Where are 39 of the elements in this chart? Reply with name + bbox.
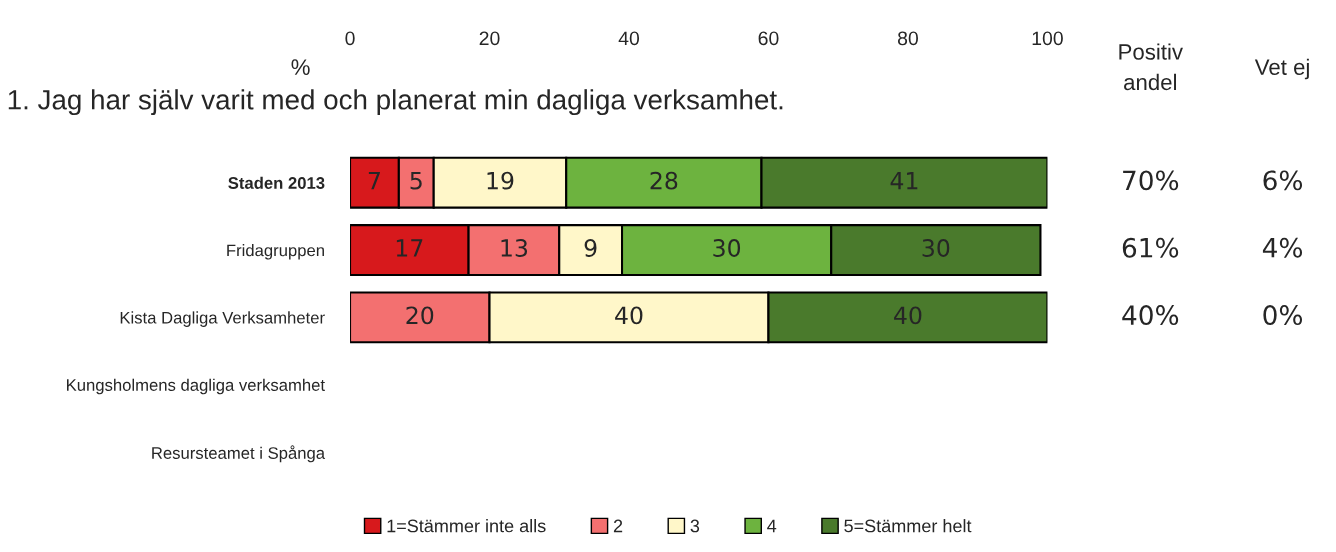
legend-label: 3 [690, 519, 700, 533]
x-tick-label: 100 [1032, 31, 1063, 46]
x-tick-label: 0 [345, 31, 355, 46]
chart-title: 1. Jag har själv varit med och planerat min dagliga verksamhet. [8, 89, 783, 116]
y-tick-label: Kista Dagliga Verksamheter [120, 311, 325, 327]
text: Vet ej [1254, 58, 1309, 80]
legend-label: 5=Stämmer helt [844, 519, 972, 533]
data-label: 20 [406, 306, 434, 325]
legend-label: 1=Stämmer inte alls [387, 519, 546, 533]
y-tick-label: Kungsholmens dagliga verksamhet [67, 378, 325, 395]
y-tick-label: Staden 2013 [228, 176, 325, 189]
x-tick-label: 60 [758, 31, 779, 46]
data-label: 30 [922, 239, 950, 257]
text: 6% [1263, 170, 1303, 191]
data-label: 5 [410, 172, 422, 190]
x-tick-label: 40 [618, 31, 640, 46]
data-label: 17 [396, 239, 423, 257]
data-label: 30 [713, 239, 741, 257]
x-tick-label: 80 [897, 31, 918, 46]
x-axis-title: % [291, 59, 310, 75]
data-label: 28 [650, 171, 678, 190]
text: Positiv andel [1119, 43, 1183, 91]
data-label: 9 [584, 239, 597, 257]
data-label: 7 [368, 172, 380, 190]
legend-label: 2 [613, 519, 623, 533]
x-tick-label: 20 [479, 31, 500, 46]
data-label: 19 [487, 171, 514, 190]
text: 4% [1262, 237, 1303, 258]
text: 70% [1123, 170, 1179, 191]
data-label: 40 [894, 306, 922, 325]
text: 61% [1122, 237, 1179, 258]
text: 0% [1263, 305, 1303, 326]
data-label: 13 [501, 239, 528, 257]
data-label: 41 [890, 172, 918, 190]
y-tick-label: Resursteamet i Spånga [152, 445, 326, 463]
data-label: 40 [615, 306, 643, 325]
y-tick-label: Fridagruppen [227, 244, 324, 260]
text: 40% [1122, 305, 1179, 326]
legend-label: 4 [767, 519, 777, 533]
